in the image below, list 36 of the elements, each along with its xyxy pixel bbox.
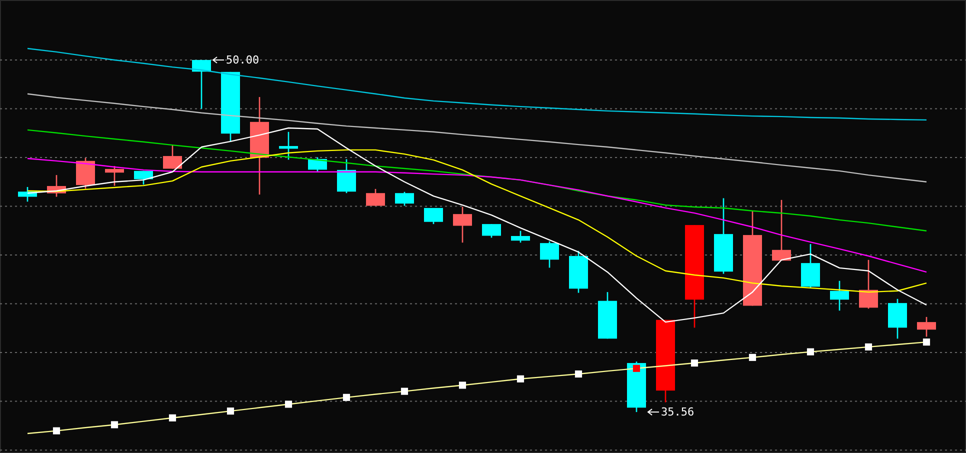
annotation: 35.56 — [661, 406, 694, 419]
point — [574, 370, 582, 378]
point — [284, 400, 292, 408]
candlestick — [337, 158, 356, 194]
point — [690, 360, 698, 367]
point — [864, 343, 872, 350]
point — [806, 348, 814, 356]
point — [748, 354, 756, 361]
point — [168, 414, 176, 422]
candlestick — [105, 165, 124, 186]
candlestick — [424, 207, 443, 225]
candlestick — [18, 186, 37, 202]
candlestick — [511, 230, 530, 244]
candlestick — [801, 243, 820, 289]
candlestick — [134, 170, 153, 186]
candlestick — [859, 259, 878, 310]
candlestick — [366, 188, 385, 206]
point — [52, 427, 60, 434]
point — [342, 394, 350, 401]
point — [516, 375, 524, 382]
point — [110, 421, 118, 428]
candlestick — [540, 240, 559, 268]
candlestick — [917, 316, 936, 338]
candlestick — [163, 144, 182, 170]
annotation: 50.00 — [226, 53, 260, 66]
candlestick — [830, 280, 849, 312]
candlestick — [395, 191, 414, 206]
candlestick — [453, 206, 472, 244]
point — [226, 408, 234, 415]
candlestick — [772, 199, 791, 262]
candlestick — [279, 131, 298, 160]
point — [400, 388, 408, 395]
candlestick — [482, 223, 501, 238]
point — [922, 338, 930, 346]
point — [632, 364, 640, 372]
point — [458, 382, 466, 389]
